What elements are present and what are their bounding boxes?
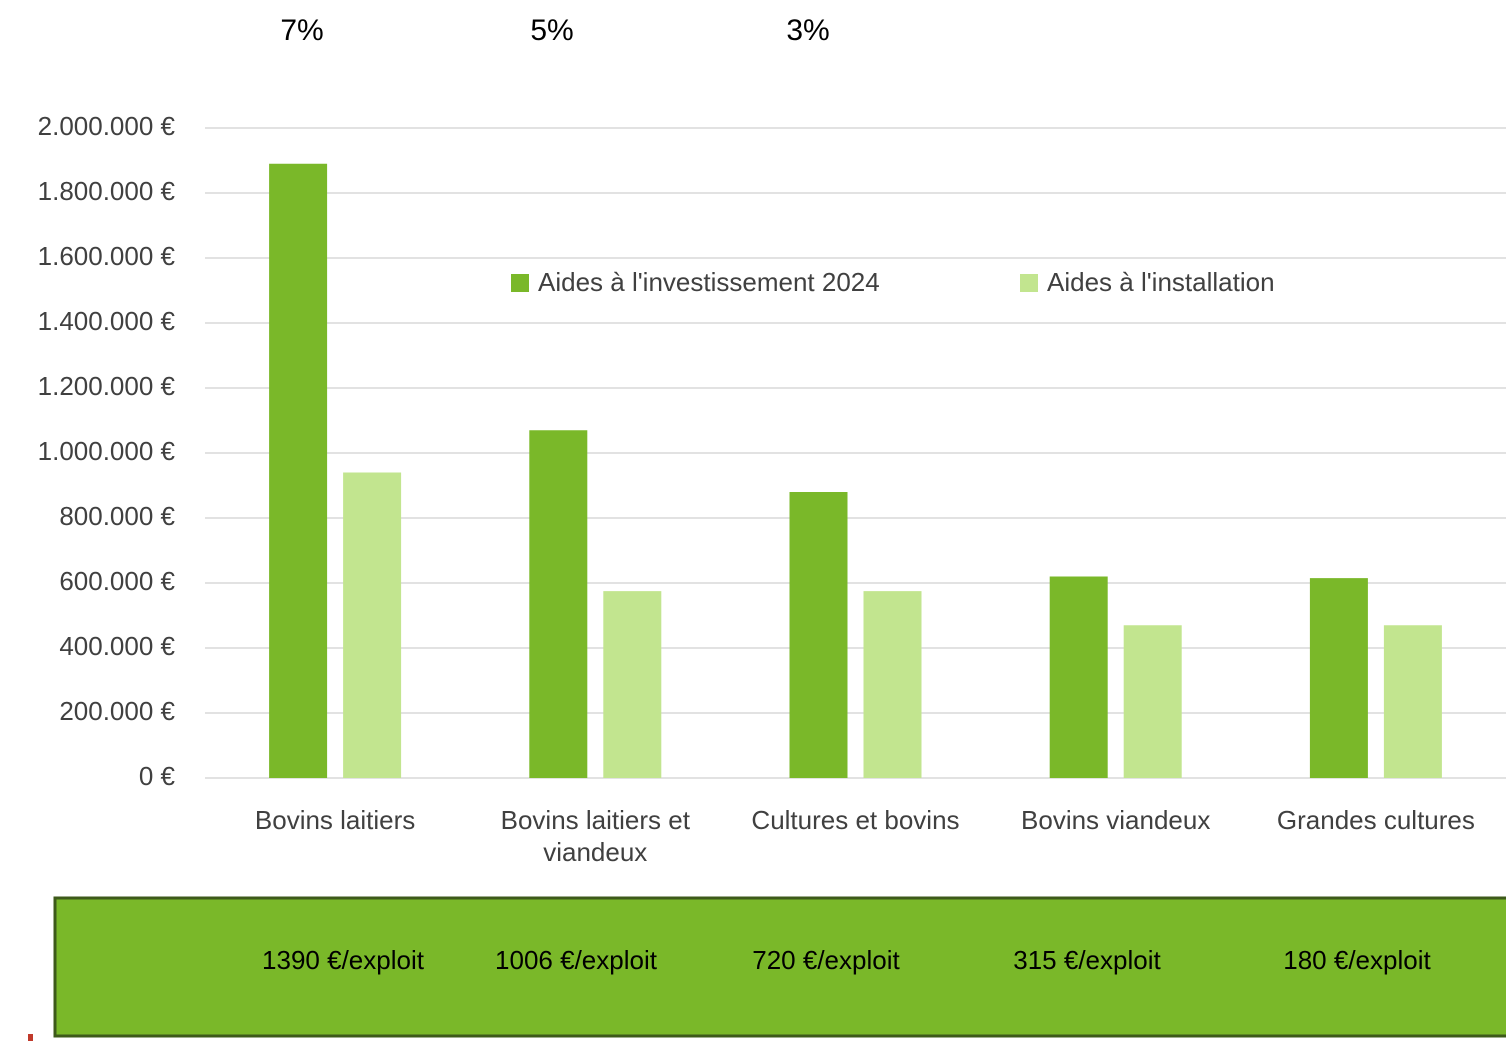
y-tick-label: 200.000 € <box>59 696 175 726</box>
y-tick-label: 1.400.000 € <box>38 306 176 336</box>
x-tick-label: Bovins laitiers et viandeux <box>500 805 690 867</box>
y-tick-label: 400.000 € <box>59 631 175 661</box>
top-annotation: 5% <box>530 14 573 47</box>
y-tick-label: 1.000.000 € <box>38 436 176 466</box>
bar <box>343 472 402 778</box>
annotation-box <box>53 896 1506 1038</box>
y-tick-label: 2.000.000 € <box>38 111 176 141</box>
x-tick-label: Bovins viandeux <box>1021 805 1211 835</box>
bar <box>1383 625 1442 778</box>
y-tick-label: 800.000 € <box>59 501 175 531</box>
bar <box>1123 625 1182 778</box>
legend-label: Aides à l'investissement 2024 <box>538 267 880 297</box>
legend-label: Aides à l'installation <box>1047 267 1275 297</box>
bottom-annotation: 720 €/exploit <box>752 945 900 975</box>
bottom-annotation: 315 €/exploit <box>1013 945 1161 975</box>
x-tick-label: Bovins laitiers <box>254 805 416 835</box>
bottom-annotation: 1006 €/exploit <box>495 945 658 975</box>
corner-mark <box>28 1034 33 1041</box>
top-annotation: 3% <box>786 14 829 47</box>
x-tick-label: Grandes cultures <box>1276 805 1475 835</box>
bar <box>269 163 328 778</box>
x-tick-label: Cultures et bovins <box>751 805 960 835</box>
bar <box>863 591 922 778</box>
y-tick-label: 1.200.000 € <box>38 371 176 401</box>
y-tick-label: 0 € <box>139 761 176 791</box>
y-tick-label: 1.800.000 € <box>38 176 176 206</box>
bar <box>789 492 848 778</box>
top-annotation: 7% <box>280 14 323 47</box>
bar <box>529 430 588 778</box>
y-tick-label: 1.600.000 € <box>38 241 176 271</box>
bar <box>1309 578 1368 778</box>
legend-swatch <box>1020 274 1038 292</box>
bottom-annotation: 1390 €/exploit <box>262 945 425 975</box>
legend-swatch <box>511 274 529 292</box>
bar <box>603 591 662 778</box>
y-tick-label: 600.000 € <box>59 566 175 596</box>
bottom-annotation: 180 €/exploit <box>1283 945 1431 975</box>
bar <box>1049 576 1108 778</box>
